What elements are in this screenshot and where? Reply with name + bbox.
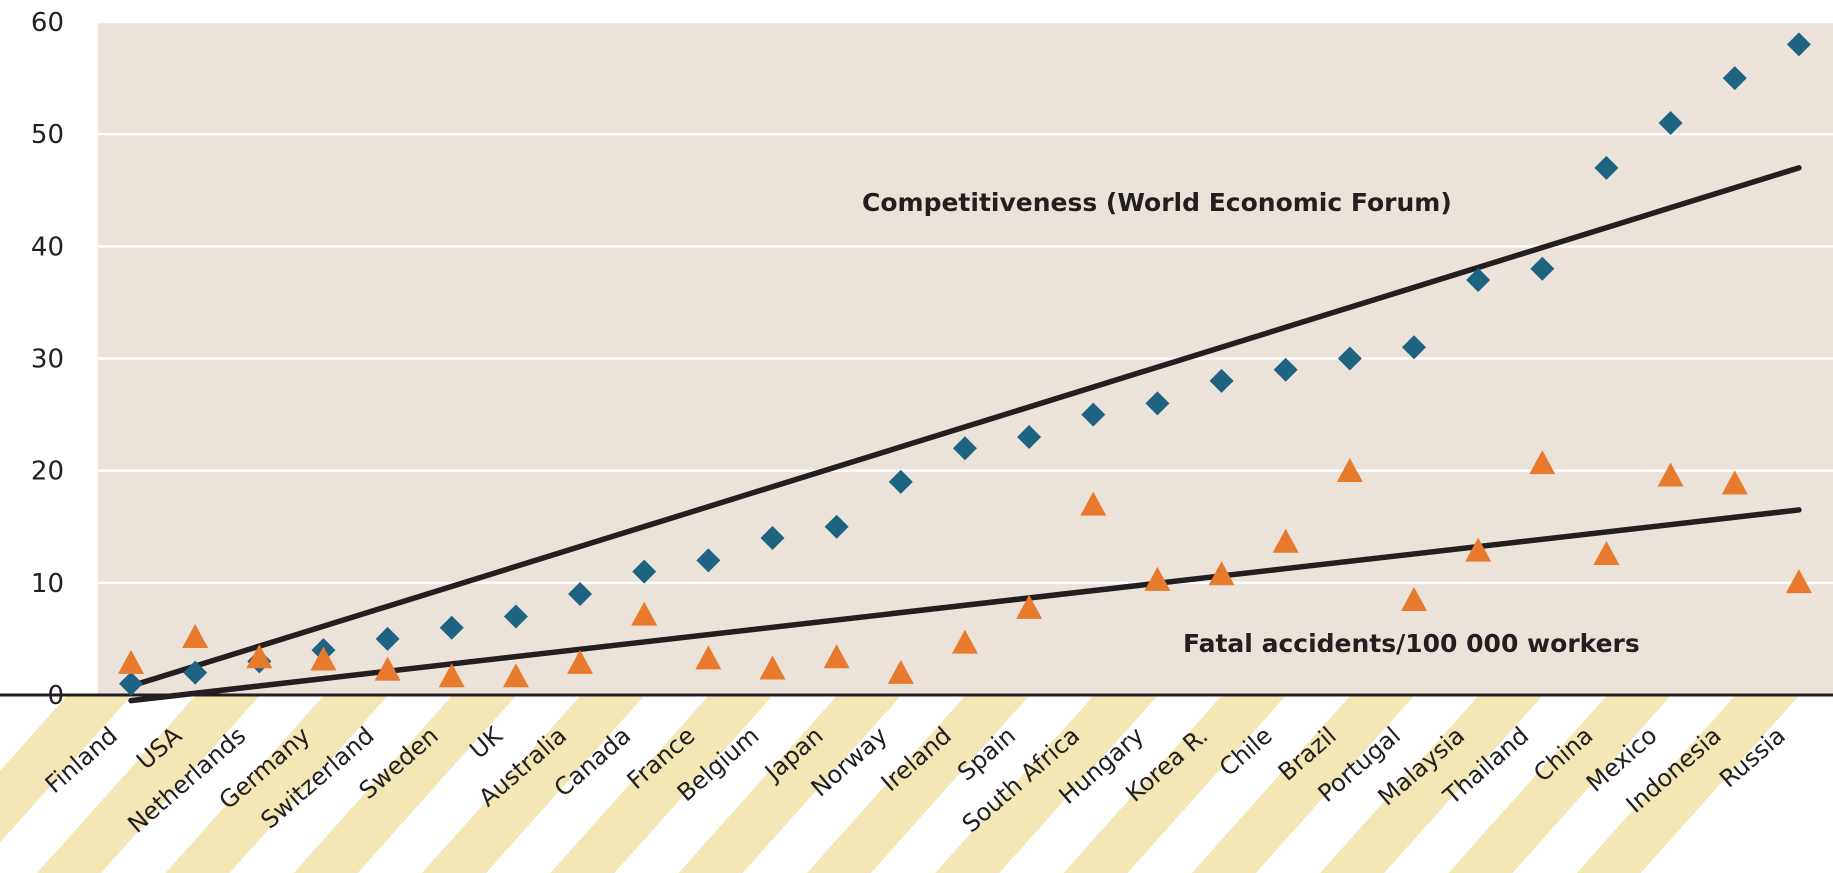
category-band bbox=[999, 696, 1222, 873]
fatal-accidents-trendline bbox=[128, 507, 1802, 704]
fatal-accidents-point bbox=[438, 663, 465, 688]
category-band bbox=[0, 696, 196, 873]
competitiveness-trendline bbox=[128, 165, 1802, 689]
y-tick-label: 30 bbox=[31, 345, 64, 375]
gridlines bbox=[0, 20, 1833, 697]
fatal-accidents-point bbox=[1529, 450, 1556, 475]
y-tick-label: 10 bbox=[31, 569, 64, 599]
category-band bbox=[229, 696, 452, 873]
category-band bbox=[357, 696, 581, 873]
competitiveness-point bbox=[375, 626, 400, 651]
category-band bbox=[486, 696, 709, 873]
category-band bbox=[678, 696, 901, 873]
competitiveness-point bbox=[119, 671, 143, 696]
competitiveness-point bbox=[952, 436, 977, 461]
competitiveness-point bbox=[1658, 110, 1683, 135]
y-tick-label: 60 bbox=[31, 8, 64, 38]
competitiveness-point bbox=[439, 615, 464, 640]
category-band bbox=[165, 696, 388, 873]
fatal-accidents-point bbox=[182, 624, 209, 649]
fatal-accidents-point bbox=[631, 601, 658, 626]
competitiveness-point bbox=[1530, 256, 1555, 281]
competitiveness-point bbox=[1017, 425, 1042, 450]
category-band bbox=[1576, 696, 1799, 873]
data-points bbox=[118, 32, 1812, 696]
fatal-accidents-point bbox=[567, 649, 594, 674]
competitiveness-point bbox=[1786, 32, 1811, 57]
y-axis-tick-labels: 0 10 20 30 40 50 60 bbox=[31, 8, 64, 711]
competitiveness-point bbox=[824, 514, 849, 539]
fatal-accidents-point bbox=[1272, 528, 1299, 553]
fatal-accidents-point bbox=[1016, 594, 1043, 619]
competitiveness-point bbox=[1273, 357, 1298, 382]
fatal-accidents-point bbox=[695, 645, 722, 670]
fatal-accidents-point bbox=[1401, 587, 1427, 612]
fatal-accidents-point bbox=[1144, 566, 1171, 591]
fatal-accidents-point bbox=[951, 629, 978, 654]
fatal-accidents-point bbox=[759, 655, 786, 680]
competitiveness-series-label: Competitiveness (World Economic Forum) bbox=[862, 188, 1452, 217]
competitiveness-point bbox=[1209, 368, 1234, 393]
category-band bbox=[1255, 696, 1479, 873]
category-band bbox=[614, 696, 837, 873]
category-band bbox=[1127, 696, 1350, 873]
fatal-accidents-point bbox=[887, 659, 914, 684]
fatal-accidents-series-label: Fatal accidents/100 000 workers bbox=[1183, 629, 1640, 658]
competitiveness-point bbox=[696, 548, 721, 573]
category-band bbox=[935, 696, 1158, 873]
competitiveness-point bbox=[1594, 155, 1619, 180]
category-band bbox=[1448, 696, 1671, 873]
fatal-accidents-point bbox=[310, 646, 337, 671]
y-tick-label: 20 bbox=[31, 457, 64, 487]
y-tick-label: 40 bbox=[31, 232, 64, 262]
competitiveness-point bbox=[1337, 346, 1362, 371]
fatal-accidents-point bbox=[1657, 462, 1684, 487]
fatal-accidents-point bbox=[1721, 470, 1748, 495]
category-label-bands bbox=[0, 696, 1833, 873]
competitiveness-point bbox=[888, 469, 913, 494]
category-band bbox=[101, 696, 324, 873]
category-band bbox=[806, 696, 1030, 873]
y-tick-label: 0 bbox=[47, 681, 64, 711]
fatal-accidents-point bbox=[1080, 491, 1107, 516]
competitiveness-point bbox=[760, 525, 785, 550]
category-band bbox=[1191, 696, 1414, 873]
category-band bbox=[37, 696, 260, 873]
competitiveness-point bbox=[568, 582, 593, 607]
category-band bbox=[1512, 696, 1735, 873]
category-band bbox=[550, 696, 773, 873]
category-band bbox=[742, 696, 965, 873]
fatal-accidents-point bbox=[1336, 458, 1363, 483]
fatal-accidents-point bbox=[374, 656, 401, 681]
category-band bbox=[1320, 696, 1543, 873]
category-band bbox=[293, 696, 516, 873]
category-band bbox=[422, 696, 645, 873]
competitiveness-point bbox=[1722, 66, 1747, 91]
fatal-accidents-point bbox=[118, 649, 144, 674]
category-band bbox=[1640, 696, 1833, 873]
fatal-accidents-point bbox=[502, 663, 529, 688]
category-band bbox=[1063, 696, 1286, 873]
competitiveness-point bbox=[503, 604, 528, 629]
competitiveness-point bbox=[1081, 402, 1106, 427]
fatal-accidents-point bbox=[1465, 537, 1492, 562]
fatal-accidents-point bbox=[246, 644, 273, 669]
competitiveness-point bbox=[183, 660, 208, 685]
competitiveness-point bbox=[1466, 267, 1491, 292]
fatal-accidents-point bbox=[1208, 561, 1235, 586]
competitiveness-point bbox=[1145, 391, 1170, 416]
category-band bbox=[1384, 696, 1607, 873]
fatal-accidents-point bbox=[1593, 541, 1620, 566]
fatal-accidents-point bbox=[1785, 569, 1812, 594]
category-band bbox=[0, 696, 131, 843]
competitiveness-point bbox=[632, 559, 657, 584]
competitiveness-point bbox=[1402, 335, 1426, 360]
trendlines bbox=[128, 165, 1802, 704]
y-tick-label: 50 bbox=[31, 120, 64, 150]
category-band bbox=[871, 696, 1094, 873]
fatal-accidents-point bbox=[823, 644, 850, 669]
